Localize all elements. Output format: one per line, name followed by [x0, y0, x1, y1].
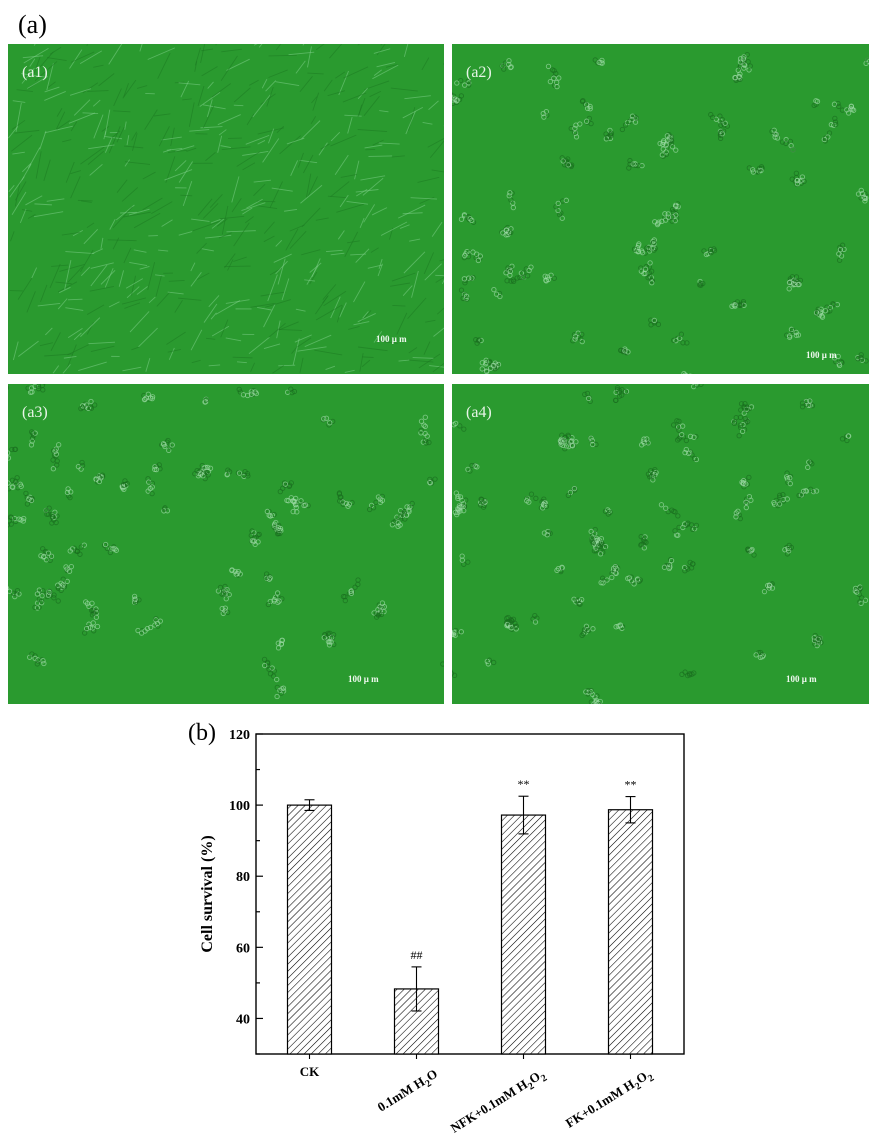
micrograph-label-a4: (a4) — [466, 404, 492, 421]
cell-texture-a1 — [8, 44, 444, 374]
scale-bar-a2: 100 μ m — [806, 350, 837, 360]
x-tick-label: 0.1mM H2O — [375, 1066, 443, 1118]
bars: ## ** ** — [286, 777, 654, 1059]
bar — [607, 809, 654, 1055]
cells — [452, 384, 869, 704]
significance-mark: ## — [411, 948, 423, 962]
y-tick-label: 80 — [236, 870, 250, 885]
micrograph-a3: (a3) 100 μ m — [8, 384, 444, 704]
y-tick-label: 100 — [229, 799, 250, 814]
x-tick-label: NFK+0.1mM H2O2 — [448, 1066, 549, 1139]
cell-texture-a3 — [8, 384, 444, 704]
x-tick-label: CK — [300, 1064, 320, 1079]
y-tick-label: 60 — [236, 941, 250, 956]
cells — [8, 44, 444, 374]
y-tick-label: 120 — [229, 728, 250, 743]
y-tick-label: 40 — [236, 1012, 250, 1027]
cells — [452, 51, 869, 374]
scale-bar-a1: 100 μ m — [376, 334, 407, 344]
micrograph-label-a3: (a3) — [22, 404, 48, 421]
scale-bar-a4: 100 μ m — [786, 674, 817, 684]
plot-frame — [255, 733, 685, 1055]
axes: 40 60 80 100 120 Cell survival (%) — [199, 728, 685, 1055]
cells — [8, 384, 444, 700]
micrograph-label-a2: (a2) — [466, 64, 492, 81]
significance-mark: ** — [625, 778, 637, 792]
y-axis-label: Cell survival (%) — [199, 835, 216, 952]
micrograph-a1: (a1) 100 μ m — [8, 44, 444, 374]
micrograph-a2: (a2) 100 μ m — [452, 44, 869, 374]
scale-bar-a3: 100 μ m — [348, 674, 379, 684]
panel-b-label: (b) — [188, 720, 216, 746]
significance-mark: ** — [518, 777, 530, 791]
cell-texture-a2 — [452, 44, 869, 374]
micrograph-a4: (a4) 100 μ m — [452, 384, 869, 704]
panel-a-label: (a) — [18, 10, 47, 39]
cell-survival-bar-chart: (b) 40 60 80 100 120 Cell survival (%) ## ** **… — [188, 720, 685, 1139]
micrograph-label-a1: (a1) — [22, 64, 48, 81]
bar — [286, 804, 333, 1055]
cell-texture-a4 — [452, 384, 869, 704]
bar — [500, 814, 547, 1055]
x-tick-label: FK+0.1mM H2O2 — [563, 1066, 656, 1134]
